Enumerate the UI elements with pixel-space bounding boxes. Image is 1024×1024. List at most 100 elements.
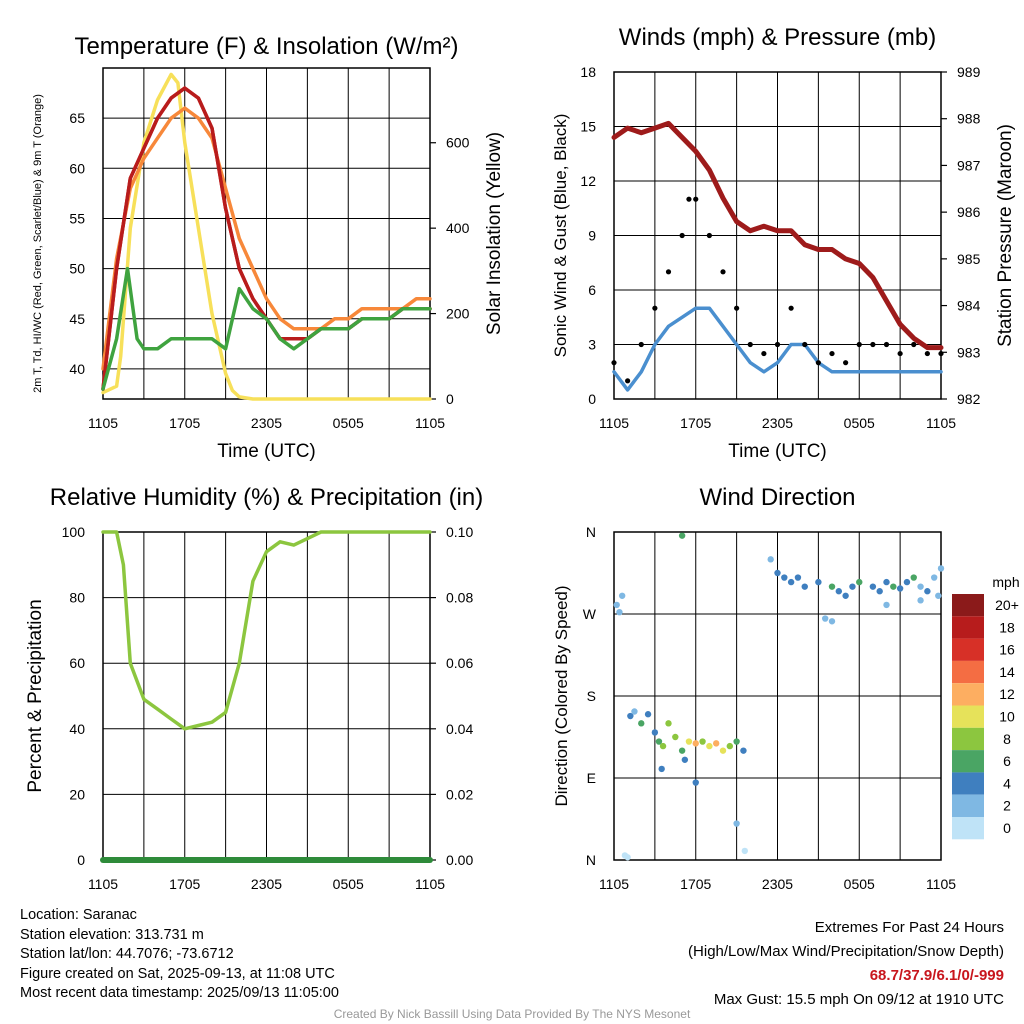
direction-point (828, 618, 836, 625)
direction-point (655, 738, 663, 745)
direction-point (699, 738, 706, 745)
x-tick-label: 2305 (251, 415, 282, 431)
direction-point (627, 712, 634, 720)
direction-point (692, 779, 699, 786)
x-tick-label: 2305 (251, 876, 282, 892)
y2-tick-label: 0 (446, 391, 454, 407)
y-tick-label: N (586, 524, 596, 540)
y-tick-label: 100 (62, 524, 86, 540)
y-tick-label: 80 (69, 590, 85, 606)
x-tick-label: 2305 (762, 415, 793, 431)
gust-point (788, 305, 794, 311)
station-location: Location: Saranac (20, 907, 137, 923)
direction-point (741, 847, 748, 855)
gust-point (911, 341, 917, 348)
y-tick-label: 40 (69, 721, 85, 737)
legend-label: 6 (1003, 753, 1011, 769)
direction-point (856, 578, 863, 586)
y2-tick-label: 0.04 (446, 721, 473, 737)
x-tick-label: 1105 (415, 415, 445, 431)
station-elevation: Station elevation: 313.731 m (20, 926, 204, 943)
y-tick-label: E (587, 770, 596, 786)
extremes-title: Extremes For Past 24 Hours (814, 919, 1004, 936)
y2-tick-label: 988 (957, 111, 981, 127)
direction-point (692, 740, 699, 747)
x-axis-label: Time (UTC) (728, 441, 827, 462)
direction-point (910, 574, 917, 581)
legend-swatch (952, 616, 984, 639)
direction-point (883, 578, 890, 586)
y-tick-label: 20 (69, 786, 85, 802)
legend-swatch (952, 705, 984, 728)
recent-timestamp: Most recent data timestamp: 2025/09/13 1… (20, 985, 339, 1002)
legend-label: 4 (1003, 775, 1011, 791)
y-axis-label: Percent & Precipitation (25, 599, 46, 792)
direction-point (937, 565, 945, 572)
y2-tick-label: 400 (446, 220, 470, 236)
y-tick-label: 18 (580, 64, 596, 80)
legend-label: 18 (999, 619, 1015, 635)
y2-tick-label: 983 (957, 344, 981, 360)
direction-point (821, 615, 829, 622)
legend-swatch (952, 727, 984, 751)
legend-label: 10 (999, 709, 1015, 725)
x-tick-label: 0505 (333, 415, 364, 431)
direction-point (681, 756, 689, 763)
direction-point (685, 738, 693, 745)
y-axis-label: Sonic Wind & Gust (Blue, Black) (551, 114, 570, 358)
direction-point (733, 820, 740, 827)
gust-point (924, 350, 930, 357)
extremes-values: 68.7/37.9/6.1/0/-999 (869, 967, 1004, 984)
legend-swatch (952, 660, 984, 684)
x-tick-label: 1105 (415, 876, 445, 892)
y-tick-label: 60 (69, 655, 85, 671)
wind-series-line (611, 120, 944, 351)
direction-point (706, 742, 713, 750)
gust-point (815, 360, 821, 366)
direction-point (726, 742, 734, 750)
direction-point (917, 583, 924, 590)
y2-tick-label: 600 (446, 135, 470, 151)
legend-label: 20+ (995, 597, 1019, 613)
x-tick-label: 1105 (926, 876, 956, 892)
direction-point (774, 569, 781, 577)
credit-line: Created By Nick Bassill Using Data Provi… (333, 1007, 691, 1021)
direction-point (794, 574, 802, 581)
y2-axis-label: Station Pressure (Maroon) (995, 124, 1016, 347)
direction-point (869, 583, 877, 590)
y2-tick-label: 200 (446, 306, 470, 322)
y-tick-label: W (583, 606, 597, 622)
y-tick-label: 0 (77, 852, 85, 868)
y2-tick-label: 0.06 (446, 655, 473, 671)
direction-point (659, 742, 667, 750)
wind-title: Winds (mph) & Pressure (mb) (619, 24, 936, 51)
gust-point (665, 269, 672, 275)
y-tick-label: 65 (69, 110, 85, 126)
gust-point (843, 360, 849, 366)
extremes-subtitle: (High/Low/Max Wind/Precipitation/Snow De… (688, 943, 1004, 960)
direction-point (935, 592, 942, 599)
direction-point (665, 720, 672, 727)
gust-point (611, 360, 617, 366)
rh-title: Relative Humidity (%) & Precipitation (i… (50, 484, 483, 511)
legend-label: 2 (1003, 798, 1011, 814)
direction-point (712, 740, 720, 747)
gust-point (897, 350, 903, 357)
gust-point (686, 196, 692, 202)
direction-point (903, 578, 911, 586)
legend-unit: mph (992, 574, 1019, 590)
direction-point (651, 729, 659, 736)
station-info: Location: Saranac Station elevation: 313… (20, 906, 339, 1004)
legend-swatch (952, 683, 984, 706)
y2-tick-label: 982 (957, 391, 981, 407)
x-tick-label: 1705 (169, 876, 200, 892)
y-tick-label: 15 (580, 119, 596, 135)
figure-created: Figure created on Sat, 2025-09-13, at 11… (20, 965, 335, 982)
direction-point (842, 592, 849, 599)
legend-swatch (952, 772, 984, 795)
gust-point (720, 269, 726, 275)
x-tick-label: 0505 (844, 415, 875, 431)
figure-canvas: 1105 1705 2305 0505 1105 Temperature (F) & In… (25, 24, 1020, 892)
direction-point (890, 583, 897, 590)
direction-point (624, 854, 631, 861)
